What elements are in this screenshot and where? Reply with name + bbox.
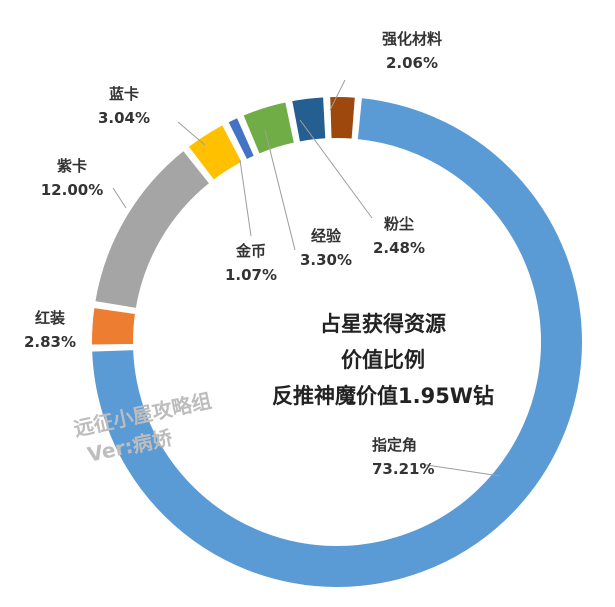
slice-value-label: 12.00% bbox=[41, 181, 103, 199]
slice-value-label: 3.30% bbox=[300, 251, 352, 269]
slice-value-label: 2.48% bbox=[373, 239, 425, 257]
slice-name-label: 粉尘 bbox=[384, 215, 414, 233]
slice-value-label: 3.04% bbox=[98, 109, 150, 127]
center-title-line-2: 价值比例 bbox=[341, 348, 425, 372]
slice-name-label: 紫卡 bbox=[57, 157, 87, 175]
leader-lines bbox=[112, 79, 501, 477]
center-title: 占星获得资源 价值比例 反推神魔价值1.95W钻 bbox=[272, 312, 494, 408]
slice-name-label: 经验 bbox=[311, 227, 342, 245]
slice-指定角 bbox=[90, 96, 584, 589]
slice-红装 bbox=[90, 305, 138, 347]
leader-line-粉尘 bbox=[299, 119, 373, 219]
leader-line-指定角 bbox=[419, 463, 501, 477]
leader-line-金币 bbox=[239, 159, 252, 237]
slice-金币 bbox=[225, 115, 257, 162]
slice-name-label: 强化材料 bbox=[382, 30, 442, 48]
slice-蓝卡 bbox=[186, 122, 245, 183]
slice-value-label: 2.06% bbox=[386, 54, 438, 72]
slice-name-label: 金币 bbox=[235, 242, 266, 260]
slice-name-label: 红装 bbox=[35, 309, 66, 327]
slice-经验 bbox=[241, 100, 297, 156]
slice-紫卡 bbox=[93, 148, 212, 311]
leader-line-紫卡 bbox=[112, 187, 127, 209]
slice-labels: 指定角 73.21% 红装 2.83% 紫卡 12.00% 蓝卡 3.04% 金币 1.07% 经验… bbox=[24, 30, 442, 478]
center-title-line-3: 反推神魔价值1.95W钻 bbox=[272, 384, 494, 408]
leader-line-蓝卡 bbox=[177, 121, 206, 146]
slice-强化材料 bbox=[328, 95, 357, 141]
slice-value-label: 73.21% bbox=[372, 460, 434, 478]
donut-slices bbox=[90, 95, 584, 589]
slice-value-label: 2.83% bbox=[24, 333, 76, 351]
center-title-line-1: 占星获得资源 bbox=[320, 312, 446, 336]
leader-line-强化材料 bbox=[329, 79, 346, 111]
slice-name-label: 指定角 bbox=[372, 436, 417, 454]
slice-粉尘 bbox=[289, 95, 328, 144]
slice-name-label: 蓝卡 bbox=[109, 85, 139, 103]
slice-value-label: 1.07% bbox=[225, 266, 277, 284]
leader-line-经验 bbox=[264, 129, 296, 251]
